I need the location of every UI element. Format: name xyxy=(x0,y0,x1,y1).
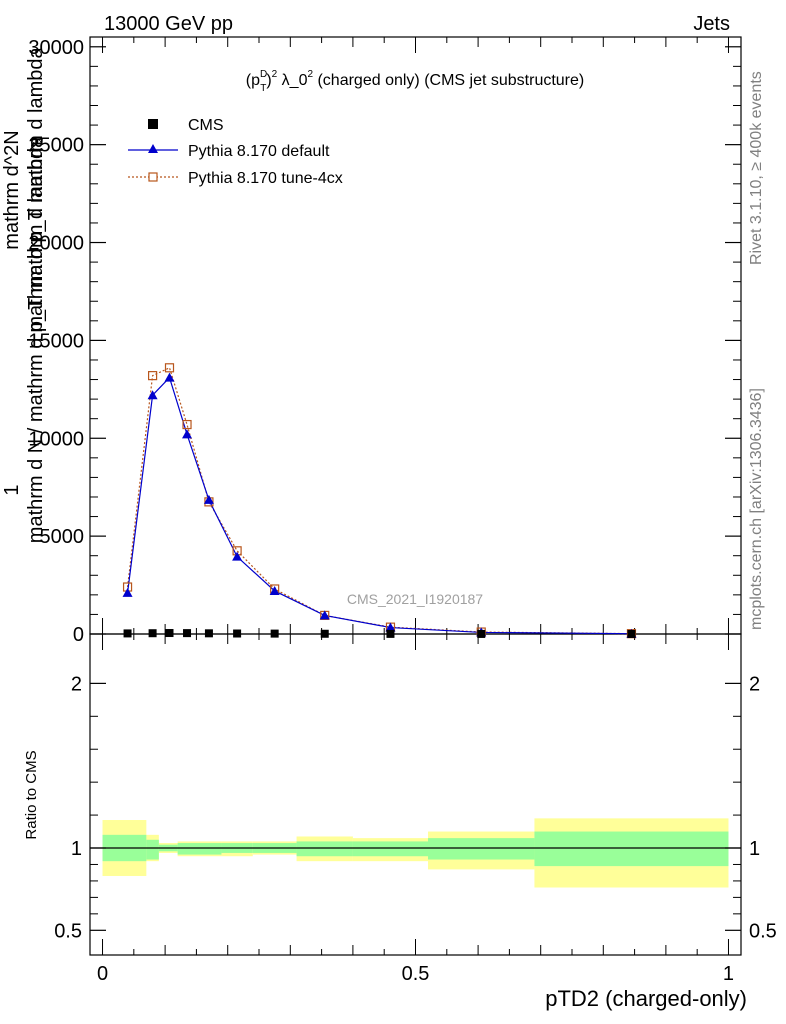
ylabel-line-2: mathrm d N / mathrm d p_T mathrm d lambd… xyxy=(25,136,47,543)
axis-ticks: 0 5000 10000 15000 20000 25000 30000 0 0.5 1 0.5 0.… xyxy=(28,37,776,985)
main-ytick-label: 20000 xyxy=(28,233,84,255)
ratio-uncertainty-bands xyxy=(90,818,741,888)
band-inner-1 xyxy=(146,839,159,860)
ratio-ytick-label-right: 2 xyxy=(749,673,760,695)
default-point xyxy=(203,494,214,504)
ylabel-line-1: 1 xyxy=(1,484,23,495)
cms-data-point xyxy=(148,629,157,638)
legend-label-cms: CMS xyxy=(188,117,224,134)
tune-point xyxy=(182,419,192,430)
cms-data-point xyxy=(477,629,486,638)
header-left: 13000 GeV pp xyxy=(104,13,233,35)
x-axis-label: pTD2 (charged-only) xyxy=(545,986,747,1011)
default-point xyxy=(164,372,175,382)
band-inner-6 xyxy=(296,841,353,857)
main-ytick-label: 25000 xyxy=(28,135,84,157)
default-point xyxy=(182,429,193,439)
default-point xyxy=(122,587,133,597)
main-ytick-label: 30000 xyxy=(28,37,84,59)
ratio-ylabel: Ratio to CMS xyxy=(23,750,40,839)
ylabel-line-3: mathrm d^2N xyxy=(1,130,23,249)
ratio-ytick-label-left: 0.5 xyxy=(54,920,82,942)
rivet-label: Rivet 3.1.10, ≥ 400k events xyxy=(748,71,765,265)
ylabel-line-4: mathrm d p_T mathrm d lambda xyxy=(25,46,47,332)
cms-data-point xyxy=(386,629,395,638)
watermark: CMS_2021_I1920187 xyxy=(347,591,483,607)
plot-title: (pD T)2 λ_02 (charged only) (CMS jet subs… xyxy=(246,69,584,94)
ratio-ytick-label-left: 1 xyxy=(71,838,82,860)
main-ytick-label: 15000 xyxy=(28,330,84,352)
x-tick-label: 0.5 xyxy=(402,963,430,985)
x-tick-label: 0 xyxy=(97,963,108,985)
legend-label-default: Pythia 8.170 default xyxy=(188,143,330,160)
legend-marker-default xyxy=(148,144,158,153)
data-series xyxy=(122,363,637,639)
cms-data-point xyxy=(320,629,329,638)
cms-data-point xyxy=(204,629,213,638)
band-inner-9 xyxy=(534,831,729,867)
main-ytick-label: 0 xyxy=(73,624,84,646)
default-point xyxy=(269,585,280,595)
default-point xyxy=(147,390,158,400)
cms-data-point xyxy=(165,629,174,638)
mcplots-label: mcplots.cern.ch [arXiv:1306.3436] xyxy=(748,388,765,630)
band-inner-7 xyxy=(352,841,429,857)
band-inner-3 xyxy=(177,843,222,855)
cms-data-point xyxy=(183,629,192,638)
cms-data-point xyxy=(270,629,279,638)
header-right: Jets xyxy=(693,13,730,35)
cms-data-point xyxy=(123,629,132,638)
cms-data-point xyxy=(627,629,636,638)
default-point xyxy=(319,610,330,620)
tune-point xyxy=(164,363,175,373)
main-ytick-label: 5000 xyxy=(40,526,85,548)
ratio-ytick-label-right: 0.5 xyxy=(749,920,777,942)
default-point xyxy=(385,622,396,632)
ratio-ytick-label-left: 2 xyxy=(71,673,82,695)
legend-label-tune: Pythia 8.170 tune-4cx xyxy=(188,170,343,187)
legend-marker-cms xyxy=(148,119,158,129)
text-labels: 13000 GeV pp Jets Rivet 3.1.10, ≥ 400k e… xyxy=(1,13,765,1011)
main-ytick-label: 10000 xyxy=(28,428,84,450)
ratio-ytick-label-right: 1 xyxy=(749,838,760,860)
series-tune-line xyxy=(126,366,632,635)
ratio-plot-frame xyxy=(89,633,742,956)
cms-data-point xyxy=(233,629,242,638)
tune-point xyxy=(147,371,158,381)
x-tick-label: 1 xyxy=(723,963,734,985)
default-point xyxy=(232,551,243,561)
band-inner-8 xyxy=(428,838,535,860)
legend-marker-tune xyxy=(148,172,158,182)
legend: CMS Pythia 8.170 default Pythia 8.170 tune… xyxy=(128,117,343,187)
